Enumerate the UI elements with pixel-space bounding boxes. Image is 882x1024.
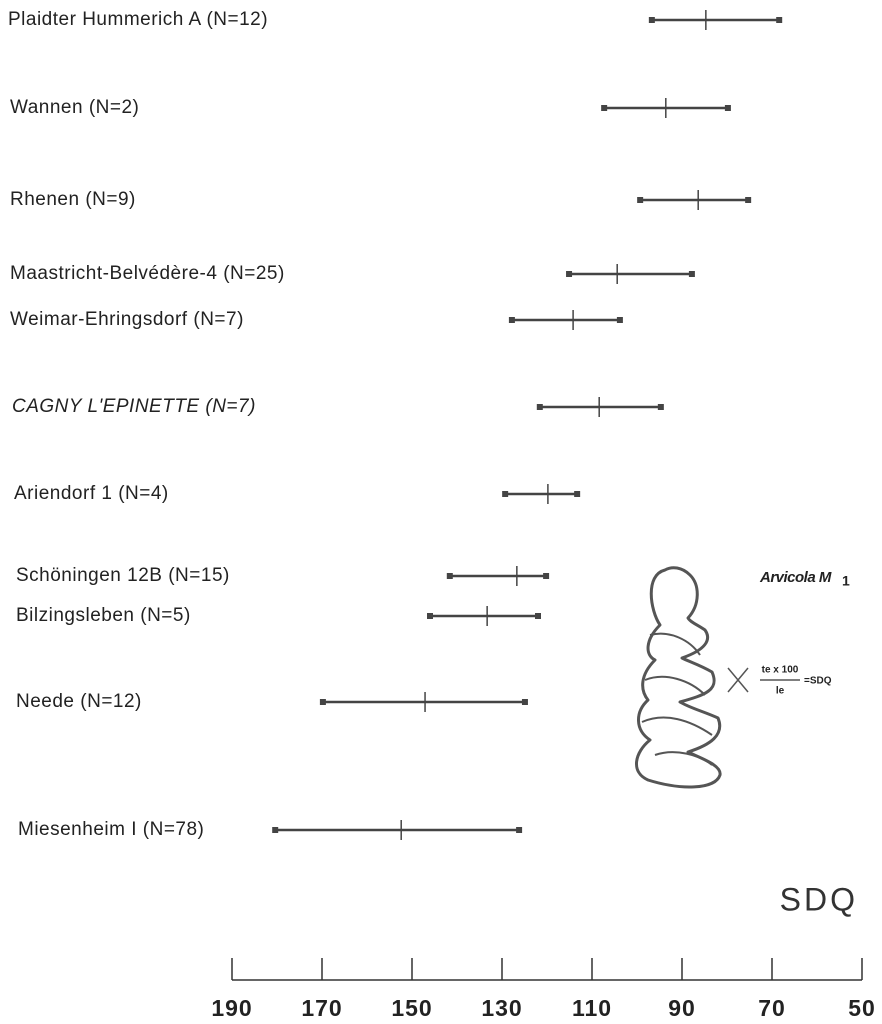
x-tick-label: 70: [758, 995, 786, 1021]
low-end: [537, 404, 543, 410]
species-label: Arvicola M: [759, 569, 832, 586]
category-label: Maastricht-Belvédère-4 (N=25): [10, 263, 285, 284]
low-end: [649, 17, 655, 23]
low-end: [502, 491, 508, 497]
low-end: [566, 271, 572, 277]
high-end: [658, 404, 664, 410]
x-tick-label: 150: [391, 995, 432, 1021]
low-end: [272, 827, 278, 833]
category-label: Miesenheim I (N=78): [18, 819, 204, 840]
category-label: Wannen (N=2): [10, 97, 139, 118]
species-subscript: 1: [842, 573, 850, 589]
low-end: [637, 197, 643, 203]
x-tick-label: 90: [668, 995, 696, 1021]
category-label: Plaidter Hummerich A (N=12): [8, 9, 268, 30]
low-end: [320, 699, 326, 705]
x-tick-label: 130: [481, 995, 522, 1021]
low-end: [509, 317, 515, 323]
tooth-illustration: [636, 568, 800, 787]
formula-result: =SDQ: [804, 676, 832, 687]
category-label: Bilzingsleben (N=5): [16, 605, 191, 626]
high-end: [617, 317, 623, 323]
high-end: [516, 827, 522, 833]
category-label: Schöningen 12B (N=15): [16, 565, 230, 586]
high-end: [725, 105, 731, 111]
high-end: [689, 271, 695, 277]
category-label: Rhenen (N=9): [10, 189, 136, 210]
low-end: [601, 105, 607, 111]
category-label: Neede (N=12): [16, 691, 142, 712]
x-tick-label: 50: [848, 995, 876, 1021]
high-end: [522, 699, 528, 705]
chart: SDQ Arvicola M 1 te x 100 le =SDQ Plaidt…: [0, 0, 882, 1024]
high-end: [543, 573, 549, 579]
high-end: [776, 17, 782, 23]
category-label: CAGNY L'EPINETTE (N=7): [12, 396, 256, 417]
high-end: [535, 613, 541, 619]
formula-numerator: te x 100: [762, 665, 799, 676]
low-end: [447, 573, 453, 579]
low-end: [427, 613, 433, 619]
high-end: [745, 197, 751, 203]
high-end: [574, 491, 580, 497]
formula-denominator: le: [776, 686, 785, 697]
x-tick-label: 170: [301, 995, 342, 1021]
x-tick-label: 110: [572, 995, 612, 1021]
category-label: Weimar-Ehringsdorf (N=7): [10, 309, 244, 330]
x-tick-label: 190: [211, 995, 252, 1021]
x-axis-label: SDQ: [780, 881, 858, 917]
category-label: Ariendorf 1 (N=4): [14, 483, 169, 504]
